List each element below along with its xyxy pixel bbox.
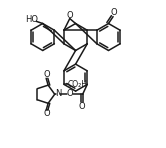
Text: N: N (55, 89, 61, 98)
Text: O: O (66, 89, 73, 98)
Text: O: O (66, 11, 73, 20)
Text: O: O (79, 102, 85, 111)
Text: O: O (111, 8, 117, 17)
Text: O: O (43, 70, 50, 79)
Text: O: O (43, 109, 50, 118)
Text: HO: HO (25, 15, 38, 24)
Text: CO₂H: CO₂H (68, 80, 88, 89)
